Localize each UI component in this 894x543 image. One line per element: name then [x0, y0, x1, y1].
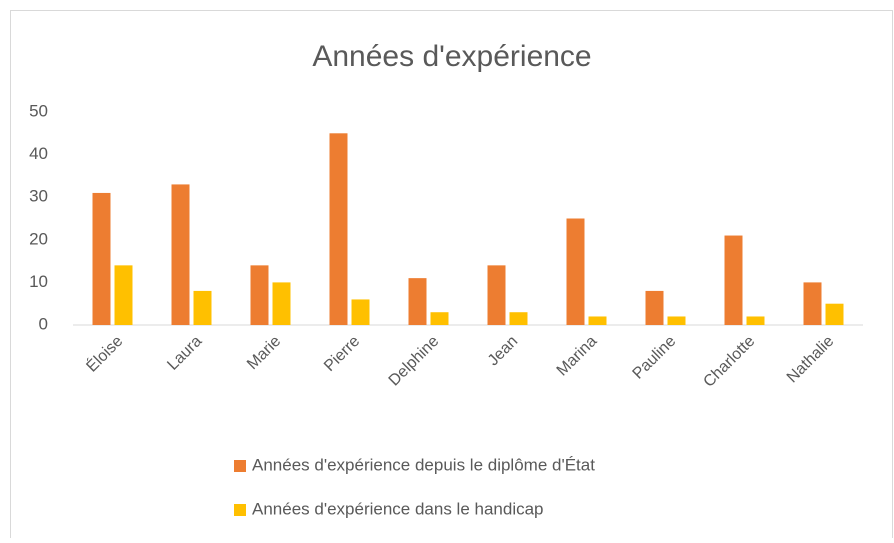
bar — [351, 299, 370, 325]
bar — [171, 184, 190, 325]
bar — [487, 265, 506, 325]
x-tick-label: Éloise — [82, 331, 126, 375]
bar — [272, 282, 291, 325]
bar — [509, 312, 528, 325]
y-tick-label: 30 — [29, 187, 48, 206]
bar — [724, 235, 743, 325]
x-tick-label: Pauline — [630, 333, 680, 383]
bar — [329, 133, 348, 325]
y-tick-label: 40 — [29, 144, 48, 163]
bar — [408, 278, 427, 325]
x-tick-label: Charlotte — [700, 333, 758, 391]
chart-border — [10, 10, 893, 543]
bar — [667, 316, 686, 325]
y-tick-label: 20 — [29, 229, 48, 248]
legend-label: Années d'expérience depuis le diplôme d'… — [252, 455, 595, 474]
x-tick-label: Pierre — [321, 333, 363, 375]
x-tick-label: Delphine — [386, 333, 443, 390]
x-tick-label: Jean — [485, 333, 522, 370]
legend-swatch — [234, 460, 246, 472]
y-tick-label: 50 — [29, 101, 48, 120]
bar — [645, 290, 664, 325]
bar — [588, 316, 607, 325]
x-tick-label: Marina — [554, 333, 601, 380]
bar — [92, 192, 111, 325]
x-tick-label: Laura — [164, 333, 205, 374]
bar — [566, 218, 585, 325]
x-tick-label: Nathalie — [784, 333, 838, 387]
bar — [803, 282, 822, 325]
legend-swatch — [234, 504, 246, 516]
bar — [430, 312, 449, 325]
bar — [825, 303, 844, 325]
y-tick-label: 0 — [39, 314, 48, 333]
y-tick-label: 10 — [29, 272, 48, 291]
bar — [746, 316, 765, 325]
chart-title: Années d'expérience — [312, 40, 591, 73]
bar — [250, 265, 269, 325]
bar — [114, 265, 133, 325]
x-tick-label: Marie — [244, 333, 284, 373]
bar — [193, 290, 212, 325]
legend-label: Années d'expérience dans le handicap — [252, 499, 544, 518]
